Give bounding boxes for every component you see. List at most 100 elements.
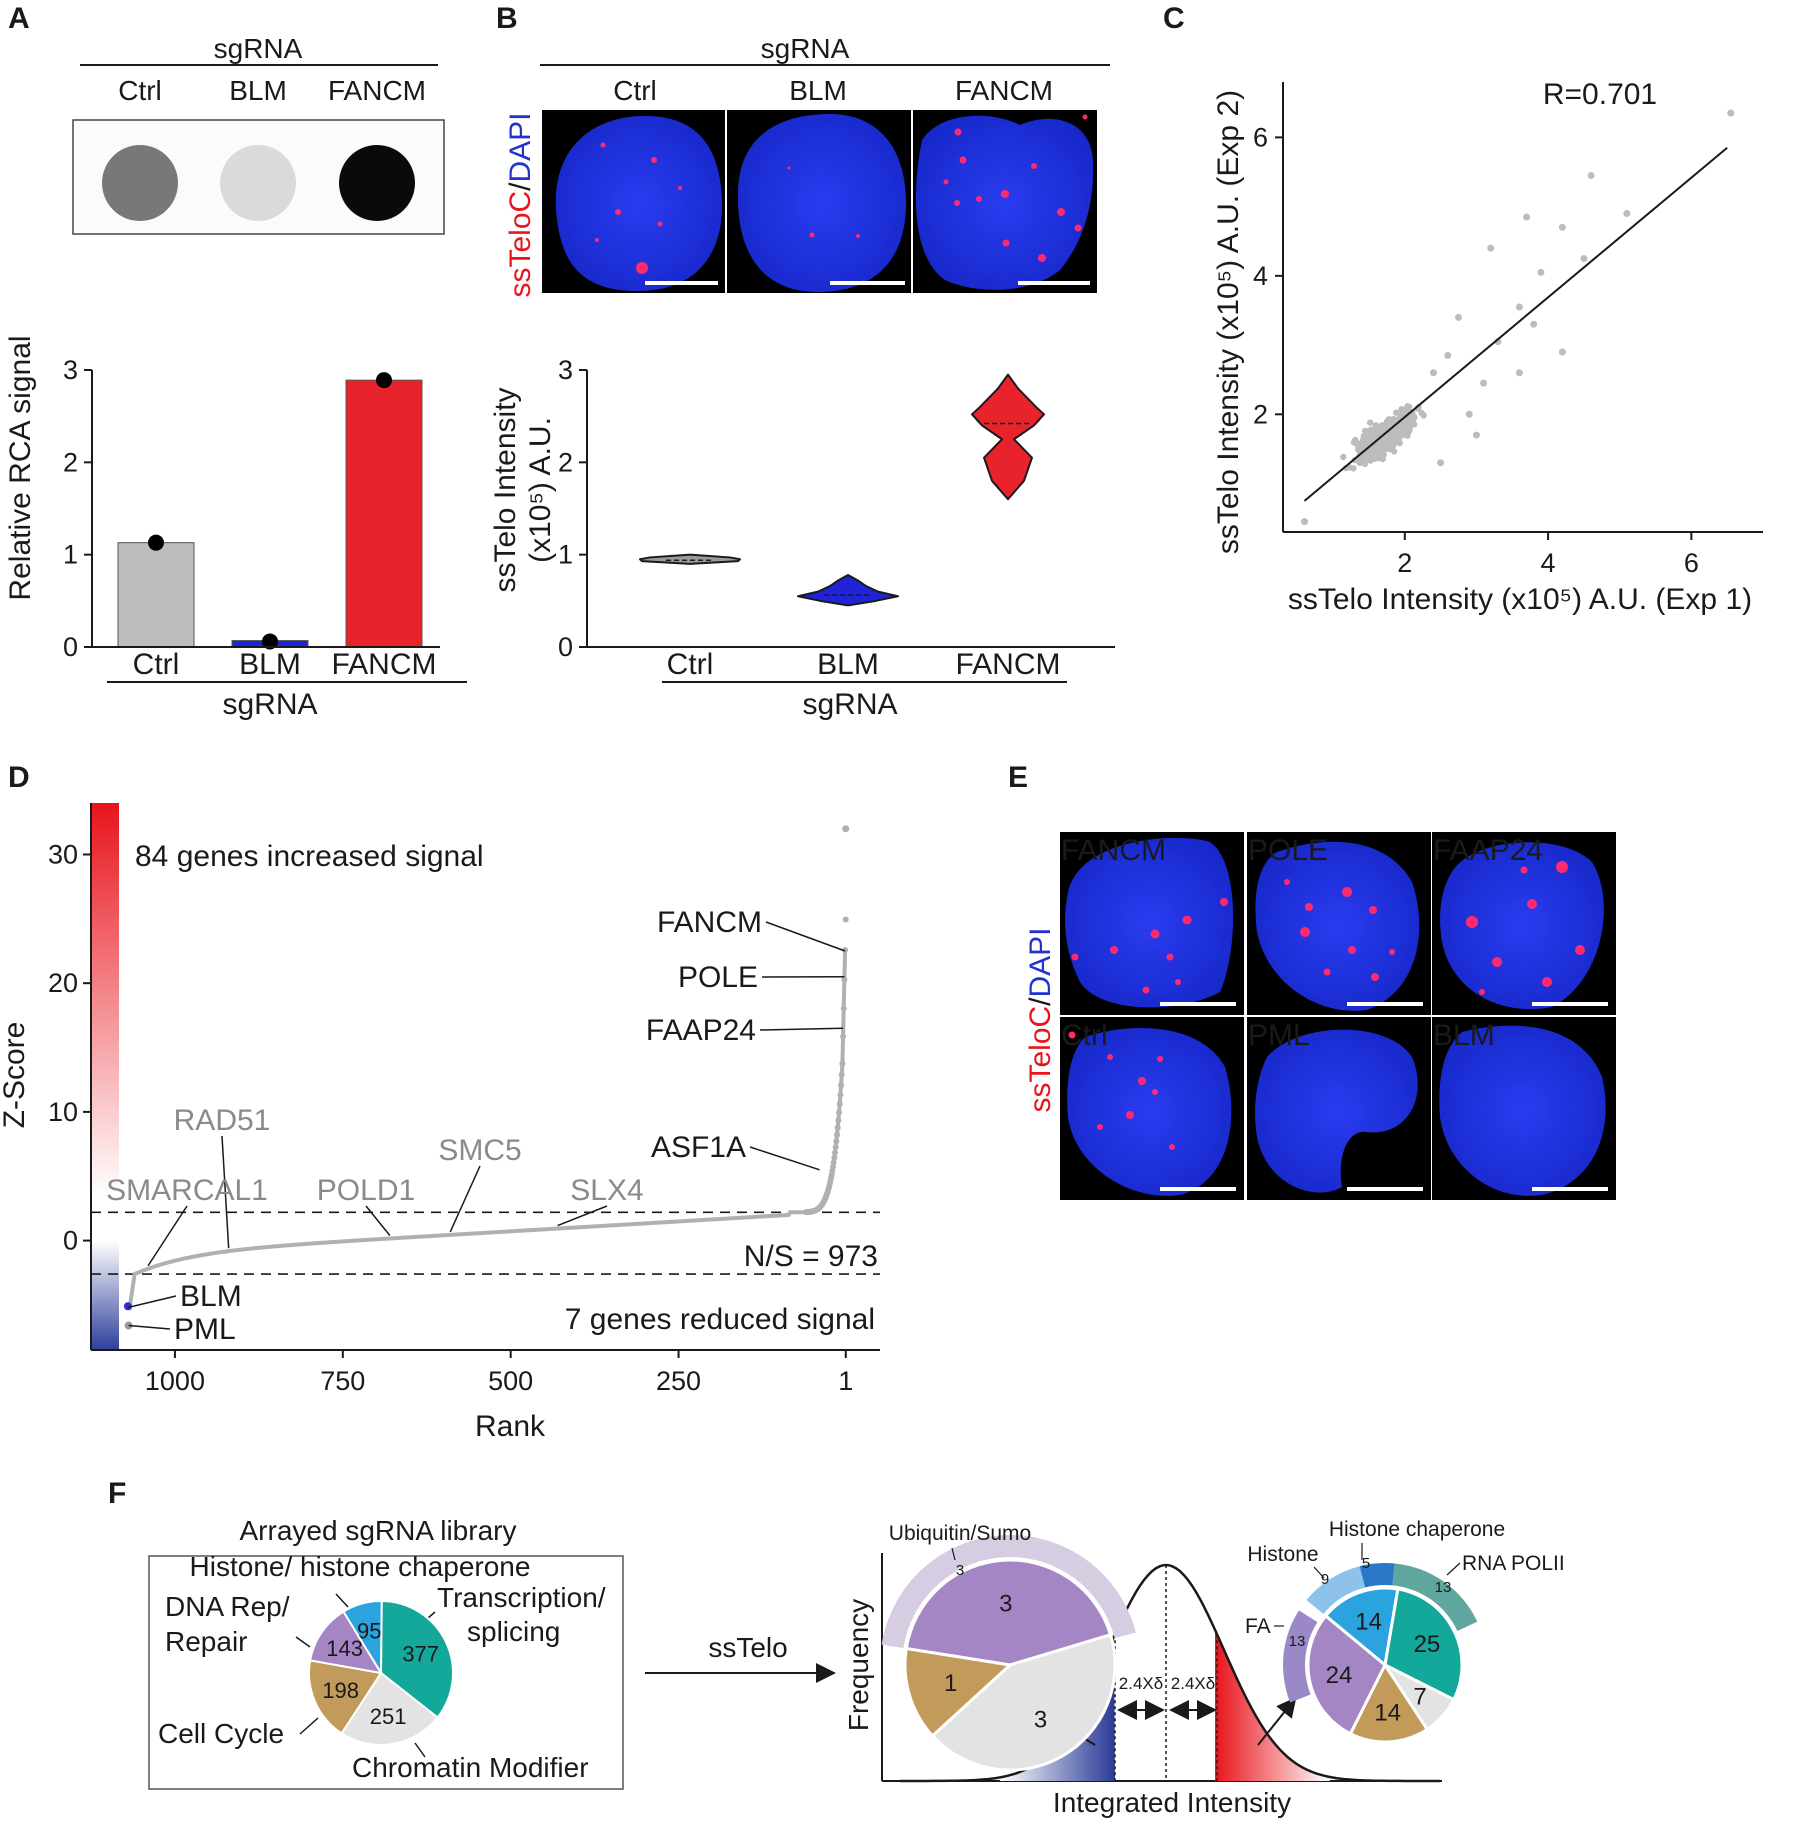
- dot-label-fancm: FANCM: [328, 75, 426, 106]
- scatter-point: [1444, 351, 1452, 359]
- library-label-dna-rep: DNA Rep/: [165, 1591, 290, 1622]
- leader-histone: [1313, 1566, 1325, 1579]
- y-tick-label: 1: [63, 540, 78, 570]
- y-tick-label: 4: [1253, 261, 1268, 291]
- telomere-focus: [1479, 989, 1485, 995]
- telomere-focus: [678, 186, 682, 190]
- leader-cell-cycle: [299, 1717, 319, 1735]
- scatter-point: [1580, 255, 1588, 263]
- telomere-focus: [1107, 1054, 1113, 1060]
- tile-label: FAAP24: [1433, 834, 1543, 867]
- axis-ticks: 2 4 6 2 4 6: [1253, 122, 1699, 578]
- dot-spot: [339, 145, 415, 221]
- leader-dna-rep: [295, 1636, 311, 1648]
- screen-arrow-label: ssTelo: [708, 1632, 787, 1663]
- scatter-point: [1377, 427, 1384, 434]
- delta-label-left: 2.4Xδ: [1119, 1674, 1163, 1693]
- violin-series: [639, 373, 1045, 607]
- telomere-focus: [954, 128, 962, 136]
- scatter-point: [1366, 419, 1374, 426]
- image-label-fancm: FANCM: [955, 75, 1053, 106]
- gene-leader: [765, 921, 846, 952]
- replicate-point: [376, 372, 392, 389]
- telomere-focus: [1126, 1111, 1134, 1119]
- micrograph-tile: FANCM: [1060, 832, 1244, 1015]
- telomere-focus: [657, 221, 663, 227]
- scatter-point: [1487, 244, 1495, 252]
- pie-slice: [1348, 1662, 1430, 1744]
- x-tick-label: FANCM: [332, 648, 437, 681]
- x-tick-label: 2: [1397, 548, 1412, 578]
- leader-histone: [335, 1593, 349, 1608]
- telomere-focus: [1520, 866, 1528, 874]
- nucleus-ctrl: [555, 115, 723, 292]
- bar: [117, 542, 195, 648]
- telomere-foci-b: [595, 114, 1088, 274]
- scatter-point: [1455, 313, 1463, 321]
- gene-leader: [128, 1324, 171, 1330]
- ranked-gene-point: [836, 1100, 843, 1107]
- gene-label: PML: [174, 1313, 236, 1346]
- library-label-transcription: Transcription/: [437, 1582, 606, 1613]
- panel-letter-c: C: [1163, 2, 1185, 35]
- scatter-point: [1623, 210, 1631, 218]
- telomere-focus: [1175, 979, 1181, 985]
- gene-leader: [557, 1205, 608, 1227]
- telomere-focus: [1150, 929, 1160, 939]
- stain-label-sep: /: [504, 182, 537, 191]
- x-category-labels: Ctrl BLM FANCM: [667, 648, 1061, 681]
- outer-arc-histone: [1306, 1566, 1366, 1615]
- dist-x-label: Integrated Intensity: [1053, 1787, 1291, 1818]
- x-axis-label: ssTelo Intensity (x10⁵) A.U. (Exp 1): [1288, 583, 1752, 616]
- y-tick-label: 20: [48, 968, 78, 998]
- scatter-point: [1393, 409, 1400, 416]
- panel-c: C 2 4 6 2 4 6 R=0.701 ssTelo Intensity (x10⁵)…: [1163, 2, 1763, 616]
- gene-leader: [365, 1205, 391, 1236]
- replicate-point: [262, 633, 278, 650]
- pie-slice-label: 1: [944, 1670, 957, 1697]
- scatter-chart-c: 2 4 6 2 4 6 R=0.701 ssTelo Intensity (x10⁵) A…: [1212, 78, 1763, 616]
- bar-series: [117, 372, 423, 650]
- pie-slice-label: 14: [1374, 1699, 1401, 1726]
- ranked-gene-point: [841, 976, 848, 983]
- scatter-point: [1300, 518, 1308, 526]
- telomere-focus: [1369, 906, 1377, 914]
- bar-chart-a: Relative RCA signal 0 1 2 3 Ctrl BLM FANCM sg…: [4, 335, 467, 721]
- telomere-focus: [954, 200, 960, 206]
- telomere-focus: [1142, 986, 1150, 994]
- telomere-focus: [1166, 953, 1174, 961]
- threshold-lines: [91, 1211, 880, 1275]
- telomere-focus: [1082, 114, 1088, 120]
- telomere-focus: [1001, 190, 1009, 198]
- x-tick-label: 6: [1684, 548, 1699, 578]
- scatter-point: [1465, 410, 1473, 418]
- ranked-gene-trace: [127, 949, 848, 1311]
- scatter-point: [1375, 454, 1382, 462]
- telomere-focus: [1071, 953, 1079, 961]
- distribution-line: [900, 1563, 1440, 1783]
- high-pie-label-rnapolii: RNA POLII: [1462, 1552, 1565, 1575]
- tile-label: Ctrl: [1061, 1019, 1108, 1052]
- scatter-point: [1399, 427, 1406, 435]
- telomere-focus: [1389, 949, 1395, 955]
- dot-spot: [220, 145, 296, 221]
- y-axis-ticks: 0 1 2 3: [558, 355, 587, 662]
- telomere-focus: [1575, 945, 1585, 955]
- gene-label-gray: SMARCAL1: [106, 1174, 268, 1207]
- ranked-gene-point: [837, 1091, 844, 1098]
- telomere-focus: [1152, 1089, 1158, 1095]
- library-label-histone: Histone/ histone chaperone: [190, 1551, 531, 1582]
- telomere-focus: [1348, 946, 1356, 954]
- stain-label-red: ssTeloC: [504, 191, 537, 298]
- gene-label: POLE: [678, 961, 758, 994]
- y-tick-label: 2: [63, 447, 78, 477]
- not-significant-text: N/S = 973: [744, 1240, 878, 1273]
- ranked-gene-point: [831, 1154, 838, 1161]
- scatter-point: [1587, 171, 1595, 179]
- telomere-focus: [651, 157, 657, 163]
- ranked-gene-point: [833, 1138, 840, 1145]
- scatter-point: [1558, 348, 1566, 356]
- pie-slice: [1306, 1613, 1387, 1736]
